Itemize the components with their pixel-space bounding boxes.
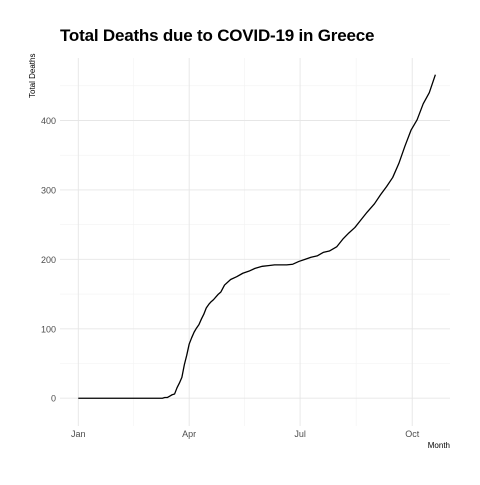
x-tick-label: Oct [405,429,420,439]
minor-gridlines [60,58,450,426]
y-tick-label: 200 [41,255,56,265]
y-tick-label: 100 [41,324,56,334]
y-tick-label: 300 [41,185,56,195]
y-tick-labels: 0 100 200 300 400 [41,116,56,404]
x-axis-label: Month [428,441,450,450]
major-gridlines [60,58,450,426]
y-tick-label: 0 [51,394,56,404]
y-tick-label: 400 [41,116,56,126]
x-tick-label: Apr [182,429,196,439]
chart-title: Total Deaths due to COVID-19 in Greece [60,26,375,45]
x-tick-labels: Jan Apr Jul Oct [71,429,420,439]
y-axis-label: Total Deaths [28,54,37,98]
x-tick-label: Jul [294,429,306,439]
x-tick-label: Jan [71,429,86,439]
total-deaths-line [78,74,436,399]
